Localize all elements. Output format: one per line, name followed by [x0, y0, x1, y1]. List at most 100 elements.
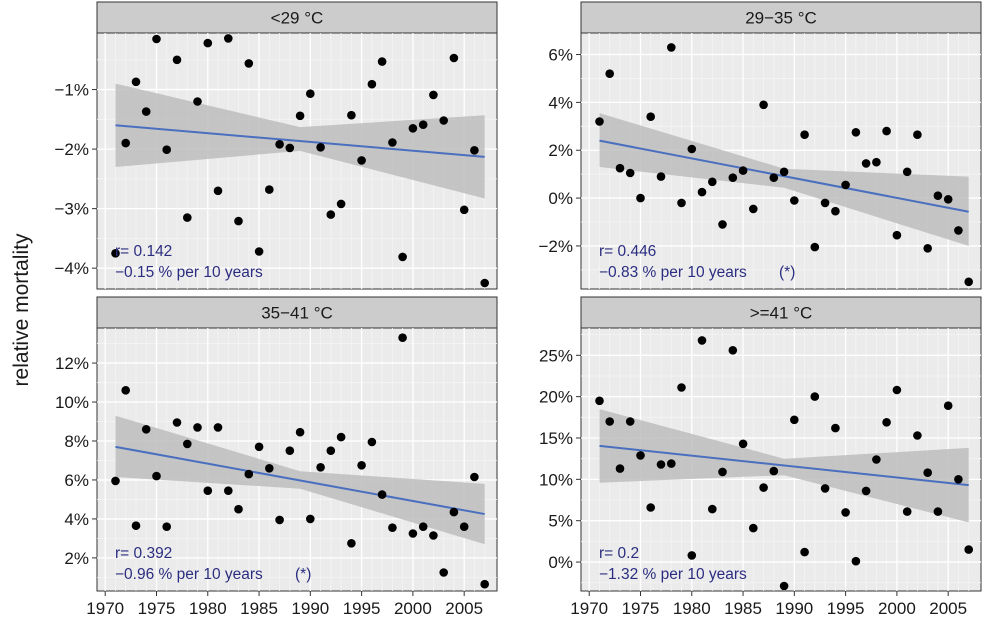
y-tick-label: 5%: [548, 512, 573, 531]
data-point: [357, 156, 366, 165]
y-tick-label: 8%: [64, 432, 89, 451]
y-tick-label: 0%: [548, 553, 573, 572]
data-point: [480, 278, 490, 288]
data-point: [636, 451, 645, 460]
data-point: [646, 503, 655, 512]
y-tick-label: 25%: [539, 346, 573, 365]
x-tick-label: 1990: [291, 599, 329, 618]
annotation-trend: −1.32 % per 10 years: [599, 566, 747, 583]
data-point: [429, 531, 438, 540]
data-point: [841, 508, 850, 517]
x-tick-label: 1970: [86, 599, 124, 618]
data-point: [902, 167, 912, 177]
data-point: [882, 126, 891, 136]
y-tick-label: 10%: [55, 393, 89, 412]
data-point: [595, 396, 604, 406]
data-point: [285, 446, 295, 456]
data-point: [418, 522, 428, 531]
y-tick-label: 4%: [548, 93, 573, 112]
data-point: [954, 226, 963, 235]
x-tick-label: 1990: [775, 599, 813, 618]
data-point: [295, 111, 305, 121]
data-point: [892, 230, 902, 240]
data-point: [193, 97, 202, 106]
x-tick-label: 1975: [622, 599, 660, 618]
data-point: [470, 146, 479, 155]
annotation-r: r= 0.446: [599, 243, 656, 260]
data-point: [439, 568, 449, 577]
y-tick-label: 12%: [55, 354, 89, 373]
data-point: [326, 446, 336, 456]
data-point: [902, 507, 912, 516]
data-point: [923, 468, 932, 478]
facet-panel-1: <29 °C −1% −2% −3% −4% r= 0.142 −0.15 % per 10…: [55, 1, 498, 290]
data-point: [172, 55, 182, 65]
data-point: [759, 100, 768, 110]
facet-panel-4: >=41 °C 25% 20% 15% 10% 5% 0% r= 0.2 −1.32 % per…: [539, 296, 982, 618]
y-tick-label: 2%: [64, 549, 89, 568]
x-tick-label: 2000: [878, 599, 916, 618]
data-point: [790, 196, 799, 205]
data-point: [224, 486, 233, 496]
data-point: [131, 77, 141, 87]
facet-strip: [96, 1, 498, 34]
annotation-significance: (*): [779, 264, 795, 281]
data-point: [943, 195, 953, 204]
data-point: [449, 53, 459, 63]
data-point: [377, 57, 387, 66]
data-point: [677, 198, 686, 208]
data-point: [841, 180, 850, 190]
data-point: [306, 514, 315, 524]
data-point: [769, 173, 779, 182]
data-point: [316, 143, 325, 152]
facet-title: >=41 °C: [750, 304, 813, 323]
data-point: [708, 177, 717, 187]
y-tick-label: 4%: [64, 510, 89, 529]
x-tick-label: 1980: [189, 599, 227, 618]
y-tick-label: 6%: [548, 46, 573, 65]
data-point: [152, 34, 161, 44]
data-point: [398, 252, 407, 262]
data-point: [872, 455, 881, 464]
facet-panel-3: 35−41 °C 12% 10% 8% 6% 4% 2% r= 0.392 −0.96 % pe…: [55, 296, 498, 618]
data-point: [851, 556, 861, 566]
data-point: [213, 423, 223, 432]
data-point: [810, 242, 820, 252]
data-point: [667, 459, 676, 468]
y-tick-label: 15%: [539, 429, 573, 448]
x-tick-label: 1975: [138, 599, 176, 618]
data-point: [738, 166, 748, 175]
data-point: [111, 249, 120, 258]
data-point: [810, 392, 820, 401]
data-point: [357, 461, 366, 470]
y-tick-label: −4%: [55, 259, 90, 278]
data-point: [480, 579, 490, 589]
y-axis-label: relative mortality: [10, 233, 33, 386]
data-point: [265, 464, 274, 473]
data-point: [656, 172, 666, 181]
annotation-trend: −0.96 % per 10 years: [115, 566, 263, 583]
data-point: [183, 439, 192, 449]
data-point: [336, 432, 346, 442]
data-point: [913, 130, 922, 139]
x-tick-label: 1980: [673, 599, 711, 618]
data-point: [605, 417, 614, 426]
facet-strip: [580, 1, 982, 34]
data-point: [244, 59, 254, 68]
data-point: [595, 117, 604, 126]
data-point: [408, 124, 418, 133]
annotation-r: r= 0.142: [115, 243, 172, 260]
data-point: [316, 463, 325, 472]
data-point: [377, 490, 387, 499]
data-point: [677, 383, 686, 392]
data-point: [388, 138, 397, 147]
data-point: [111, 476, 120, 486]
data-point: [625, 417, 635, 426]
data-point: [418, 120, 428, 129]
data-point: [367, 437, 377, 447]
annotation-r: r= 0.2: [599, 545, 639, 562]
data-point: [615, 163, 625, 173]
y-tick-label: −2%: [55, 140, 90, 159]
x-tick-label: 2000: [394, 599, 432, 618]
data-point: [254, 442, 264, 452]
